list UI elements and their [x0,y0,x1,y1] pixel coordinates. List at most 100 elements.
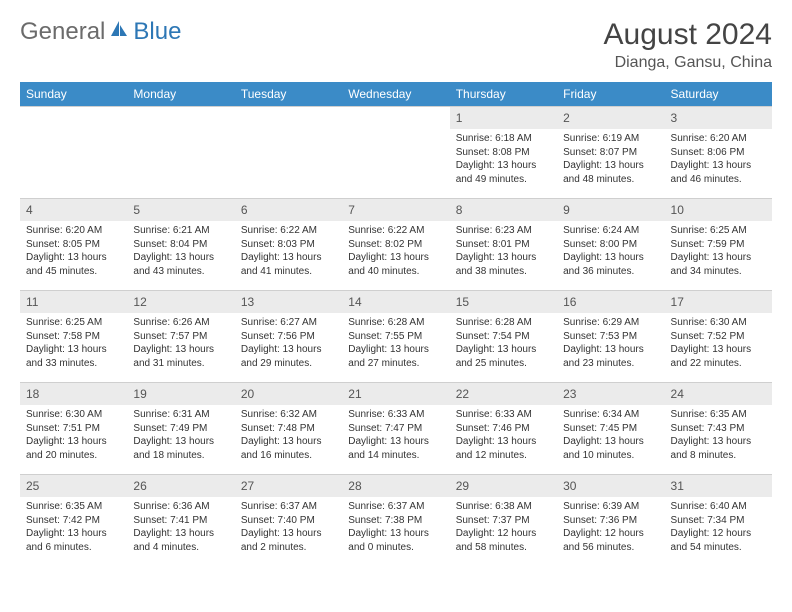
weekday-header-row: Sunday Monday Tuesday Wednesday Thursday… [20,82,772,107]
calendar-day-cell: 30Sunrise: 6:39 AMSunset: 7:36 PMDayligh… [557,475,664,567]
daylight-line: Daylight: 13 hours and 22 minutes. [671,343,766,370]
day-number: 27 [235,475,342,497]
day-body: Sunrise: 6:26 AMSunset: 7:57 PMDaylight:… [127,313,234,374]
day-body: Sunrise: 6:39 AMSunset: 7:36 PMDaylight:… [557,497,664,558]
daylight-line: Daylight: 13 hours and 16 minutes. [241,435,336,462]
calendar-day-cell: 3Sunrise: 6:20 AMSunset: 8:06 PMDaylight… [665,107,772,199]
day-number: 25 [20,475,127,497]
day-number: 11 [20,291,127,313]
day-number: 20 [235,383,342,405]
day-number: 5 [127,199,234,221]
sunrise-line: Sunrise: 6:33 AM [456,408,551,422]
day-body: Sunrise: 6:24 AMSunset: 8:00 PMDaylight:… [557,221,664,282]
sunrise-line: Sunrise: 6:33 AM [348,408,443,422]
sunset-line: Sunset: 7:57 PM [133,330,228,344]
daylight-line: Daylight: 13 hours and 43 minutes. [133,251,228,278]
sunset-line: Sunset: 7:41 PM [133,514,228,528]
sunset-line: Sunset: 7:47 PM [348,422,443,436]
sunset-line: Sunset: 8:03 PM [241,238,336,252]
sunrise-line: Sunrise: 6:24 AM [563,224,658,238]
daylight-line: Daylight: 13 hours and 49 minutes. [456,159,551,186]
sunrise-line: Sunrise: 6:21 AM [133,224,228,238]
calendar-day-cell [235,107,342,199]
calendar-day-cell: 15Sunrise: 6:28 AMSunset: 7:54 PMDayligh… [450,291,557,383]
day-body: Sunrise: 6:28 AMSunset: 7:54 PMDaylight:… [450,313,557,374]
day-body: Sunrise: 6:20 AMSunset: 8:06 PMDaylight:… [665,129,772,190]
day-body: Sunrise: 6:37 AMSunset: 7:38 PMDaylight:… [342,497,449,558]
daylight-line: Daylight: 13 hours and 40 minutes. [348,251,443,278]
daylight-line: Daylight: 13 hours and 36 minutes. [563,251,658,278]
sunset-line: Sunset: 8:02 PM [348,238,443,252]
sail-icon [109,18,129,46]
sunrise-line: Sunrise: 6:25 AM [671,224,766,238]
day-body: Sunrise: 6:38 AMSunset: 7:37 PMDaylight:… [450,497,557,558]
daylight-line: Daylight: 13 hours and 10 minutes. [563,435,658,462]
day-body: Sunrise: 6:25 AMSunset: 7:59 PMDaylight:… [665,221,772,282]
day-number: 15 [450,291,557,313]
calendar-week-row: 18Sunrise: 6:30 AMSunset: 7:51 PMDayligh… [20,383,772,475]
sunset-line: Sunset: 7:51 PM [26,422,121,436]
day-body: Sunrise: 6:34 AMSunset: 7:45 PMDaylight:… [557,405,664,466]
day-body: Sunrise: 6:21 AMSunset: 8:04 PMDaylight:… [127,221,234,282]
daylight-line: Daylight: 13 hours and 23 minutes. [563,343,658,370]
daylight-line: Daylight: 13 hours and 0 minutes. [348,527,443,554]
weekday-header: Monday [127,82,234,107]
sunset-line: Sunset: 7:36 PM [563,514,658,528]
daylight-line: Daylight: 13 hours and 46 minutes. [671,159,766,186]
sunrise-line: Sunrise: 6:37 AM [348,500,443,514]
day-body: Sunrise: 6:28 AMSunset: 7:55 PMDaylight:… [342,313,449,374]
day-number: 13 [235,291,342,313]
sunset-line: Sunset: 7:49 PM [133,422,228,436]
sunrise-line: Sunrise: 6:40 AM [671,500,766,514]
calendar-day-cell: 13Sunrise: 6:27 AMSunset: 7:56 PMDayligh… [235,291,342,383]
sunrise-line: Sunrise: 6:36 AM [133,500,228,514]
sunrise-line: Sunrise: 6:34 AM [563,408,658,422]
daylight-line: Daylight: 12 hours and 56 minutes. [563,527,658,554]
sunset-line: Sunset: 7:55 PM [348,330,443,344]
calendar-week-row: 11Sunrise: 6:25 AMSunset: 7:58 PMDayligh… [20,291,772,383]
sunset-line: Sunset: 8:00 PM [563,238,658,252]
sunrise-line: Sunrise: 6:20 AM [671,132,766,146]
brand-text-general: General [20,18,105,46]
sunset-line: Sunset: 7:53 PM [563,330,658,344]
calendar-day-cell [342,107,449,199]
sunset-line: Sunset: 7:58 PM [26,330,121,344]
calendar-day-cell: 27Sunrise: 6:37 AMSunset: 7:40 PMDayligh… [235,475,342,567]
day-body: Sunrise: 6:18 AMSunset: 8:08 PMDaylight:… [450,129,557,190]
day-number: 17 [665,291,772,313]
sunset-line: Sunset: 7:48 PM [241,422,336,436]
sunset-line: Sunset: 8:05 PM [26,238,121,252]
sunrise-line: Sunrise: 6:20 AM [26,224,121,238]
day-number: 16 [557,291,664,313]
calendar-day-cell: 23Sunrise: 6:34 AMSunset: 7:45 PMDayligh… [557,383,664,475]
day-number: 1 [450,107,557,129]
day-body: Sunrise: 6:19 AMSunset: 8:07 PMDaylight:… [557,129,664,190]
sunset-line: Sunset: 8:07 PM [563,146,658,160]
day-number: 31 [665,475,772,497]
month-title: August 2024 [604,18,772,52]
sunset-line: Sunset: 7:46 PM [456,422,551,436]
weekday-header: Friday [557,82,664,107]
calendar-week-row: 25Sunrise: 6:35 AMSunset: 7:42 PMDayligh… [20,475,772,567]
daylight-line: Daylight: 13 hours and 8 minutes. [671,435,766,462]
day-number: 28 [342,475,449,497]
calendar-day-cell: 28Sunrise: 6:37 AMSunset: 7:38 PMDayligh… [342,475,449,567]
calendar-day-cell: 6Sunrise: 6:22 AMSunset: 8:03 PMDaylight… [235,199,342,291]
day-body: Sunrise: 6:31 AMSunset: 7:49 PMDaylight:… [127,405,234,466]
day-body: Sunrise: 6:33 AMSunset: 7:47 PMDaylight:… [342,405,449,466]
calendar-day-cell: 26Sunrise: 6:36 AMSunset: 7:41 PMDayligh… [127,475,234,567]
calendar-day-cell: 18Sunrise: 6:30 AMSunset: 7:51 PMDayligh… [20,383,127,475]
sunset-line: Sunset: 8:01 PM [456,238,551,252]
calendar-day-cell: 31Sunrise: 6:40 AMSunset: 7:34 PMDayligh… [665,475,772,567]
day-body: Sunrise: 6:29 AMSunset: 7:53 PMDaylight:… [557,313,664,374]
weekday-header: Sunday [20,82,127,107]
calendar-week-row: 1Sunrise: 6:18 AMSunset: 8:08 PMDaylight… [20,107,772,199]
calendar-day-cell: 12Sunrise: 6:26 AMSunset: 7:57 PMDayligh… [127,291,234,383]
calendar-day-cell: 20Sunrise: 6:32 AMSunset: 7:48 PMDayligh… [235,383,342,475]
day-body: Sunrise: 6:23 AMSunset: 8:01 PMDaylight:… [450,221,557,282]
sunrise-line: Sunrise: 6:28 AM [348,316,443,330]
calendar-day-cell [127,107,234,199]
sunrise-line: Sunrise: 6:37 AM [241,500,336,514]
calendar-day-cell: 22Sunrise: 6:33 AMSunset: 7:46 PMDayligh… [450,383,557,475]
sunrise-line: Sunrise: 6:26 AM [133,316,228,330]
